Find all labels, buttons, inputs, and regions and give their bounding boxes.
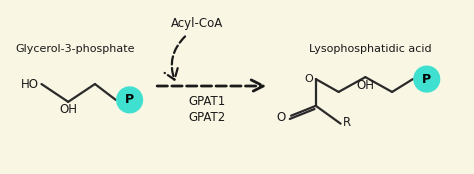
Text: Lysophosphatidic acid: Lysophosphatidic acid bbox=[309, 44, 432, 54]
Circle shape bbox=[117, 87, 143, 113]
Text: R: R bbox=[343, 116, 351, 129]
Text: O: O bbox=[304, 74, 313, 84]
Text: HO: HO bbox=[20, 78, 38, 90]
Circle shape bbox=[414, 66, 439, 92]
Text: P: P bbox=[422, 73, 431, 86]
Text: OH: OH bbox=[356, 79, 374, 92]
Text: O: O bbox=[277, 111, 286, 124]
Text: OH: OH bbox=[59, 103, 77, 116]
Text: GPAT1
GPAT2: GPAT1 GPAT2 bbox=[188, 95, 226, 124]
Text: Acyl-CoA: Acyl-CoA bbox=[171, 17, 223, 30]
Text: P: P bbox=[125, 93, 134, 106]
FancyArrowPatch shape bbox=[164, 36, 185, 80]
Text: Glycerol-3-phosphate: Glycerol-3-phosphate bbox=[15, 44, 135, 54]
